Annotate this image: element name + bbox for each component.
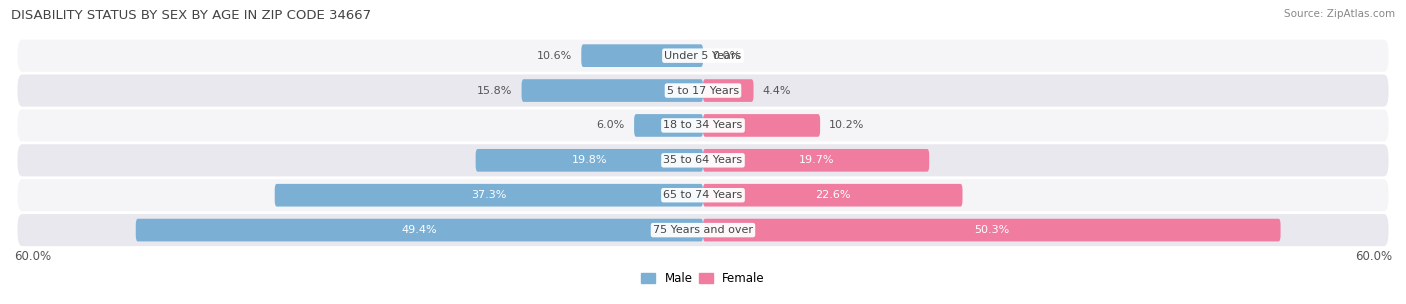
- Text: 37.3%: 37.3%: [471, 190, 506, 200]
- FancyBboxPatch shape: [17, 144, 1389, 176]
- Text: 60.0%: 60.0%: [14, 250, 51, 263]
- FancyBboxPatch shape: [17, 109, 1389, 141]
- Text: Under 5 Years: Under 5 Years: [665, 51, 741, 61]
- Text: 0.0%: 0.0%: [713, 51, 741, 61]
- FancyBboxPatch shape: [634, 114, 703, 137]
- Text: 19.8%: 19.8%: [572, 155, 607, 165]
- FancyBboxPatch shape: [703, 114, 820, 137]
- Text: 5 to 17 Years: 5 to 17 Years: [666, 85, 740, 95]
- Text: 10.2%: 10.2%: [830, 120, 865, 130]
- FancyBboxPatch shape: [17, 179, 1389, 211]
- FancyBboxPatch shape: [17, 40, 1389, 72]
- Legend: Male, Female: Male, Female: [637, 268, 769, 290]
- FancyBboxPatch shape: [522, 79, 703, 102]
- Text: Source: ZipAtlas.com: Source: ZipAtlas.com: [1284, 9, 1395, 19]
- FancyBboxPatch shape: [703, 149, 929, 172]
- Text: 6.0%: 6.0%: [596, 120, 624, 130]
- Text: 49.4%: 49.4%: [402, 225, 437, 235]
- Text: 35 to 64 Years: 35 to 64 Years: [664, 155, 742, 165]
- Text: 60.0%: 60.0%: [1355, 250, 1392, 263]
- Text: 10.6%: 10.6%: [537, 51, 572, 61]
- FancyBboxPatch shape: [136, 219, 703, 241]
- Text: 22.6%: 22.6%: [815, 190, 851, 200]
- FancyBboxPatch shape: [703, 79, 754, 102]
- FancyBboxPatch shape: [703, 219, 1281, 241]
- Text: 4.4%: 4.4%: [762, 85, 792, 95]
- Text: 18 to 34 Years: 18 to 34 Years: [664, 120, 742, 130]
- Text: 65 to 74 Years: 65 to 74 Years: [664, 190, 742, 200]
- Text: DISABILITY STATUS BY SEX BY AGE IN ZIP CODE 34667: DISABILITY STATUS BY SEX BY AGE IN ZIP C…: [11, 9, 371, 22]
- FancyBboxPatch shape: [581, 44, 703, 67]
- Text: 50.3%: 50.3%: [974, 225, 1010, 235]
- FancyBboxPatch shape: [17, 214, 1389, 246]
- FancyBboxPatch shape: [475, 149, 703, 172]
- Text: 19.7%: 19.7%: [799, 155, 834, 165]
- FancyBboxPatch shape: [274, 184, 703, 206]
- Text: 15.8%: 15.8%: [477, 85, 512, 95]
- FancyBboxPatch shape: [703, 184, 963, 206]
- FancyBboxPatch shape: [17, 74, 1389, 107]
- Text: 75 Years and over: 75 Years and over: [652, 225, 754, 235]
